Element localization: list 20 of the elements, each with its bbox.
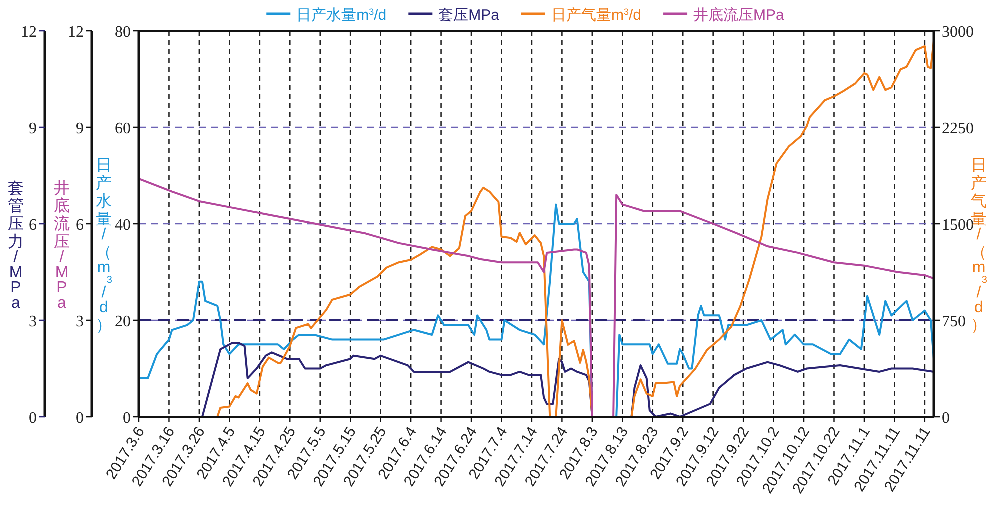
y3-tick-label: 12 [21, 24, 37, 41]
legend-label: 日产水量m$^{3}$/d [296, 7, 387, 24]
y3-tick-label: 9 [29, 120, 37, 138]
y-tick-label: 40 [115, 217, 131, 234]
y2-tick-label: 3000 [942, 24, 974, 41]
y3-tick-label: 0 [29, 410, 37, 427]
y3-axis-title: 套管压力/MPa [8, 180, 24, 312]
legend-label: 日产气量m$^{3}$/d [552, 7, 642, 24]
y3-tick-label: 3 [29, 314, 37, 330]
legend-label: 套压MPa [438, 7, 500, 24]
y-tick-label: 80 [115, 24, 131, 41]
axis-y3b: 0 3 6 9 12 井底流压/MPa [54, 24, 94, 427]
y-tick-label: 20 [115, 314, 131, 330]
y2-tick-label: 750 [942, 314, 966, 330]
y-tick-label: 60 [115, 120, 131, 138]
y3-tick-label: 6 [29, 217, 37, 234]
y2-tick-label: 2250 [942, 120, 974, 138]
legend-label: 井底流压MPa [694, 7, 786, 24]
y2-tick-label: 0 [942, 410, 950, 427]
y-tick-label: 0 [123, 410, 131, 427]
